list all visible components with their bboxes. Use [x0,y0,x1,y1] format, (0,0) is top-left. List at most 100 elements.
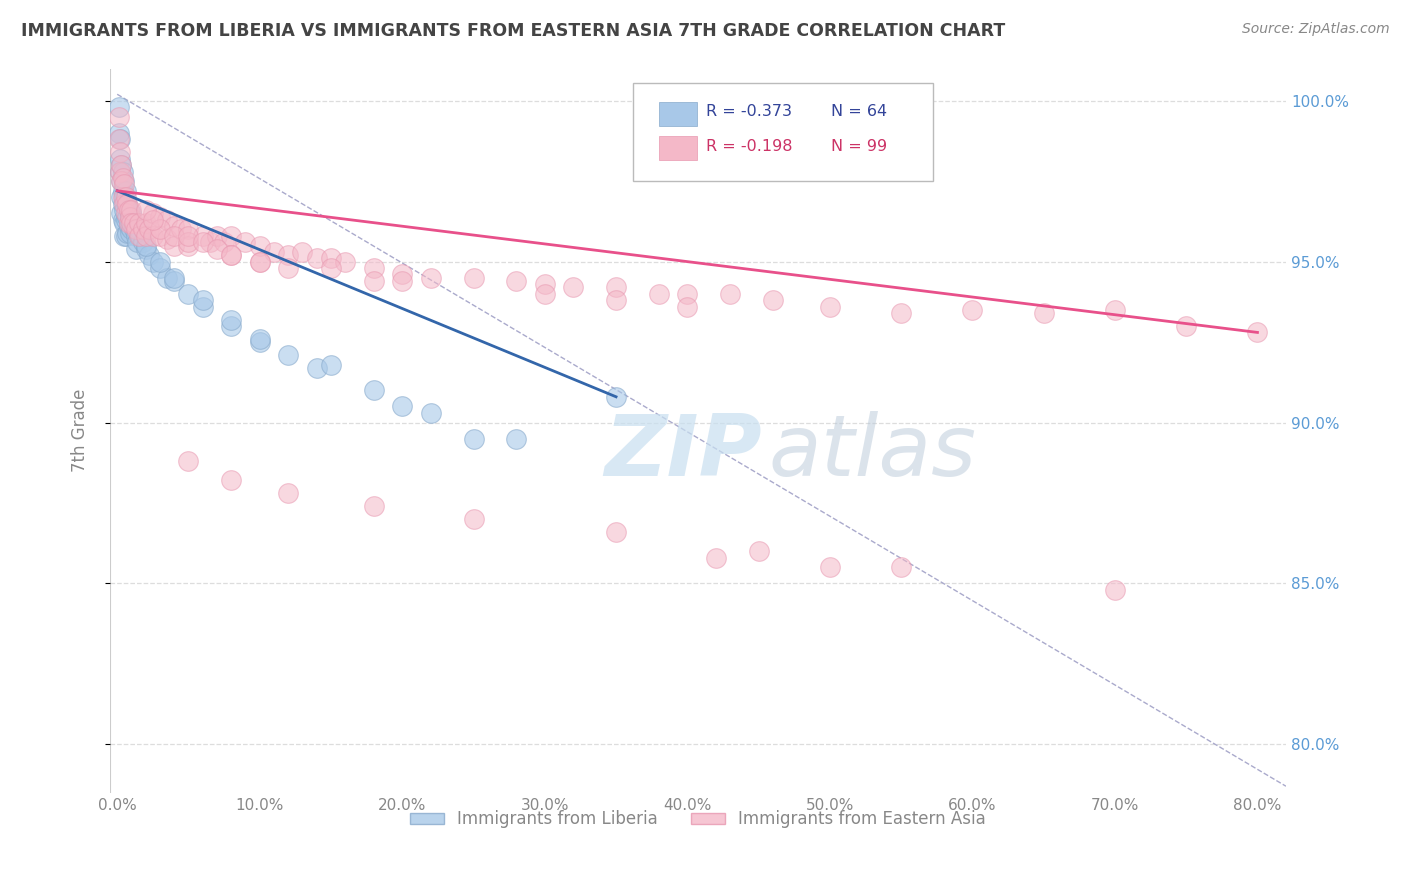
Point [107,132,129,146]
Point [114,184,136,198]
Point [163,270,186,285]
Point [676,300,699,314]
Point [505,432,527,446]
Point [149,261,172,276]
Bar [659,102,697,127]
Point [117,203,139,218]
Point [156,232,179,246]
Point [112,178,135,192]
Point [112,228,135,243]
Point [205,228,228,243]
Point [249,254,271,268]
Point [117,203,139,218]
Point [120,222,142,236]
Point [191,235,214,250]
Point [305,252,328,266]
Point [605,280,627,294]
Y-axis label: 7th Grade: 7th Grade [72,389,89,472]
Point [115,196,138,211]
Point [132,235,155,250]
Point [129,228,152,243]
Text: R = -0.373: R = -0.373 [706,104,792,120]
Point [127,235,149,250]
Point [219,474,242,488]
Point [142,254,165,268]
Point [142,228,165,243]
Point [108,164,131,178]
Point [128,228,150,243]
Text: atlas: atlas [769,411,977,494]
Point [177,228,200,243]
Text: N = 64: N = 64 [831,104,887,120]
Point [319,358,342,372]
Point [249,254,271,268]
Text: ZIP: ZIP [605,411,762,494]
Point [249,334,271,349]
Point [505,274,527,288]
Point [142,212,165,227]
Point [191,228,214,243]
Point [163,274,186,288]
Point [363,500,385,514]
Point [605,524,627,539]
Text: R = -0.198: R = -0.198 [706,139,793,154]
Point [156,212,179,227]
Point [115,210,138,224]
Point [219,248,242,262]
Point [163,238,186,252]
Point [110,158,132,172]
Point [277,248,299,262]
Point [212,235,235,250]
Point [114,190,136,204]
Point [235,235,257,250]
Point [112,174,135,188]
Point [277,261,299,276]
Point [962,302,984,317]
Point [219,312,242,326]
Point [111,190,134,204]
Point [110,206,132,220]
Point [128,216,150,230]
Point [419,270,441,285]
Point [120,206,142,220]
Point [118,210,141,224]
Point [391,400,413,414]
Point [111,170,134,185]
Point [219,318,242,333]
Point [818,300,841,314]
Point [115,196,138,211]
Point [117,216,139,230]
Point [120,203,142,218]
Point [177,235,200,250]
Point [108,145,131,160]
Point [335,254,357,268]
Point [115,226,138,240]
Point [110,174,132,188]
Text: Source: ZipAtlas.com: Source: ZipAtlas.com [1241,22,1389,37]
Point [114,196,136,211]
Point [149,228,172,243]
Point [110,158,132,172]
Point [125,228,148,243]
Point [463,432,485,446]
Point [149,222,172,236]
Point [305,360,328,375]
Point [177,238,200,252]
Point [363,384,385,398]
Point [363,261,385,276]
Point [1175,318,1198,333]
Point [177,286,200,301]
Point [122,216,145,230]
Point [177,454,200,468]
Point [363,274,385,288]
Point [112,190,135,204]
Point [319,252,342,266]
Point [219,248,242,262]
Point [1032,306,1054,320]
Point [156,270,179,285]
Point [533,286,555,301]
Point [170,222,193,236]
Point [249,238,271,252]
Point [108,164,131,178]
Point [110,174,132,188]
